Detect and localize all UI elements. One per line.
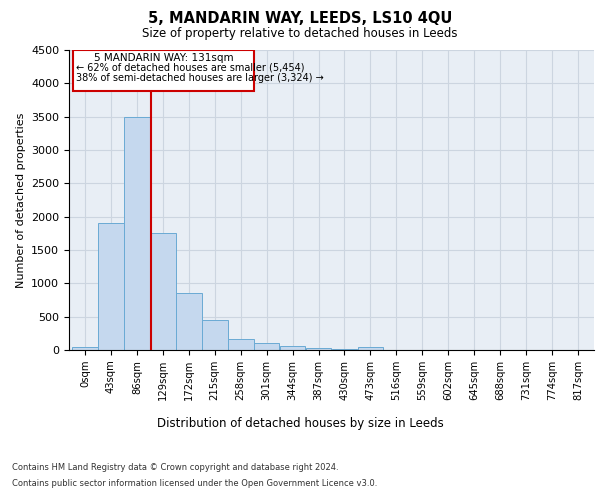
- Bar: [202, 320, 227, 350]
- Text: Contains public sector information licensed under the Open Government Licence v3: Contains public sector information licen…: [12, 479, 377, 488]
- Bar: [73, 50, 254, 92]
- Text: 5, MANDARIN WAY, LEEDS, LS10 4QU: 5, MANDARIN WAY, LEEDS, LS10 4QU: [148, 11, 452, 26]
- Bar: [124, 116, 150, 350]
- Bar: [358, 346, 383, 350]
- Text: 5 MANDARIN WAY: 131sqm: 5 MANDARIN WAY: 131sqm: [94, 52, 233, 62]
- Y-axis label: Number of detached properties: Number of detached properties: [16, 112, 26, 288]
- Bar: [306, 348, 331, 350]
- Text: Contains HM Land Registry data © Crown copyright and database right 2024.: Contains HM Land Registry data © Crown c…: [12, 462, 338, 471]
- Bar: [254, 344, 280, 350]
- Bar: [228, 338, 254, 350]
- Bar: [332, 349, 357, 350]
- Bar: [280, 346, 305, 350]
- Bar: [176, 294, 202, 350]
- Bar: [72, 346, 98, 350]
- Text: 38% of semi-detached houses are larger (3,324) →: 38% of semi-detached houses are larger (…: [76, 74, 323, 84]
- Text: ← 62% of detached houses are smaller (5,454): ← 62% of detached houses are smaller (5,…: [76, 62, 304, 72]
- Bar: [150, 234, 176, 350]
- Text: Distribution of detached houses by size in Leeds: Distribution of detached houses by size …: [157, 418, 443, 430]
- Text: Size of property relative to detached houses in Leeds: Size of property relative to detached ho…: [142, 28, 458, 40]
- Bar: [98, 224, 124, 350]
